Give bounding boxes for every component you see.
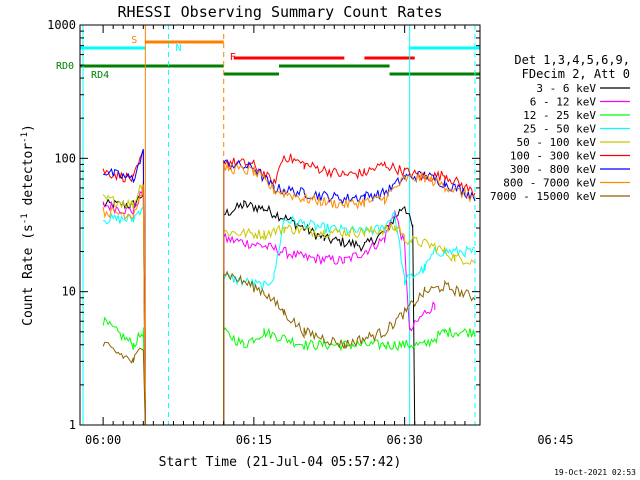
flag-label-s: S bbox=[131, 35, 137, 46]
series-line-6 bbox=[103, 148, 476, 426]
y-axis-label: Count Rate (s-1 detector-1) bbox=[20, 124, 36, 326]
flag-label-n: N bbox=[175, 43, 181, 54]
y-tick-label-1: 10 bbox=[62, 285, 76, 299]
legend-label-1: 6 - 12 keV bbox=[530, 96, 597, 109]
series-line-2 bbox=[102, 316, 476, 426]
legend-header-2: FDecim 2, Att 0 bbox=[522, 67, 630, 81]
legend-label-0: 3 - 6 keV bbox=[536, 82, 596, 95]
legend-header-1: Det 1,3,4,5,6,9, bbox=[514, 53, 630, 67]
y-tick-label-0: 1 bbox=[69, 418, 76, 432]
x-tick-label-3: 06:45 bbox=[537, 433, 573, 447]
legend-label-5: 100 - 300 keV bbox=[510, 150, 596, 163]
series-line-8 bbox=[102, 270, 476, 426]
timestamp: 19-Oct-2021 02:53 bbox=[554, 468, 636, 477]
legend-label-8: 7000 - 15000 keV bbox=[490, 190, 596, 203]
series-line-4 bbox=[102, 179, 476, 426]
flag-label-rd4: RD4 bbox=[91, 70, 109, 81]
series-line-0 bbox=[102, 188, 435, 426]
flag-bars: S N F RD0 RD4 bbox=[56, 25, 480, 425]
series-line-5 bbox=[102, 149, 476, 426]
y-tick-label-3: 1000 bbox=[47, 18, 76, 32]
series-line-3 bbox=[103, 201, 476, 426]
x-tick-label-1: 06:15 bbox=[236, 433, 272, 447]
legend-label-4: 50 - 100 keV bbox=[517, 136, 597, 149]
axis-ticks: 110100100006:0006:1506:3006:4507:0007:15… bbox=[47, 18, 573, 447]
series-lines bbox=[102, 148, 476, 426]
plot-frame bbox=[79, 24, 481, 426]
chart-title: RHESSI Observing Summary Count Rates bbox=[117, 3, 442, 21]
x-tick-label-2: 06:30 bbox=[387, 433, 423, 447]
x-tick-label-0: 06:00 bbox=[85, 433, 121, 447]
x-axis-label: Start Time (21-Jul-04 05:57:42) bbox=[159, 455, 402, 470]
legend-label-7: 800 - 7000 keV bbox=[503, 177, 596, 190]
flag-label-rd0: RD0 bbox=[56, 61, 74, 72]
legend-label-6: 300 - 800 keV bbox=[510, 163, 596, 176]
y-tick-label-2: 100 bbox=[54, 151, 76, 165]
flag-label-f: F bbox=[230, 52, 236, 63]
legend-label-3: 25 - 50 keV bbox=[523, 123, 596, 136]
legend-label-2: 12 - 25 keV bbox=[523, 109, 596, 122]
series-line-1 bbox=[102, 183, 436, 426]
